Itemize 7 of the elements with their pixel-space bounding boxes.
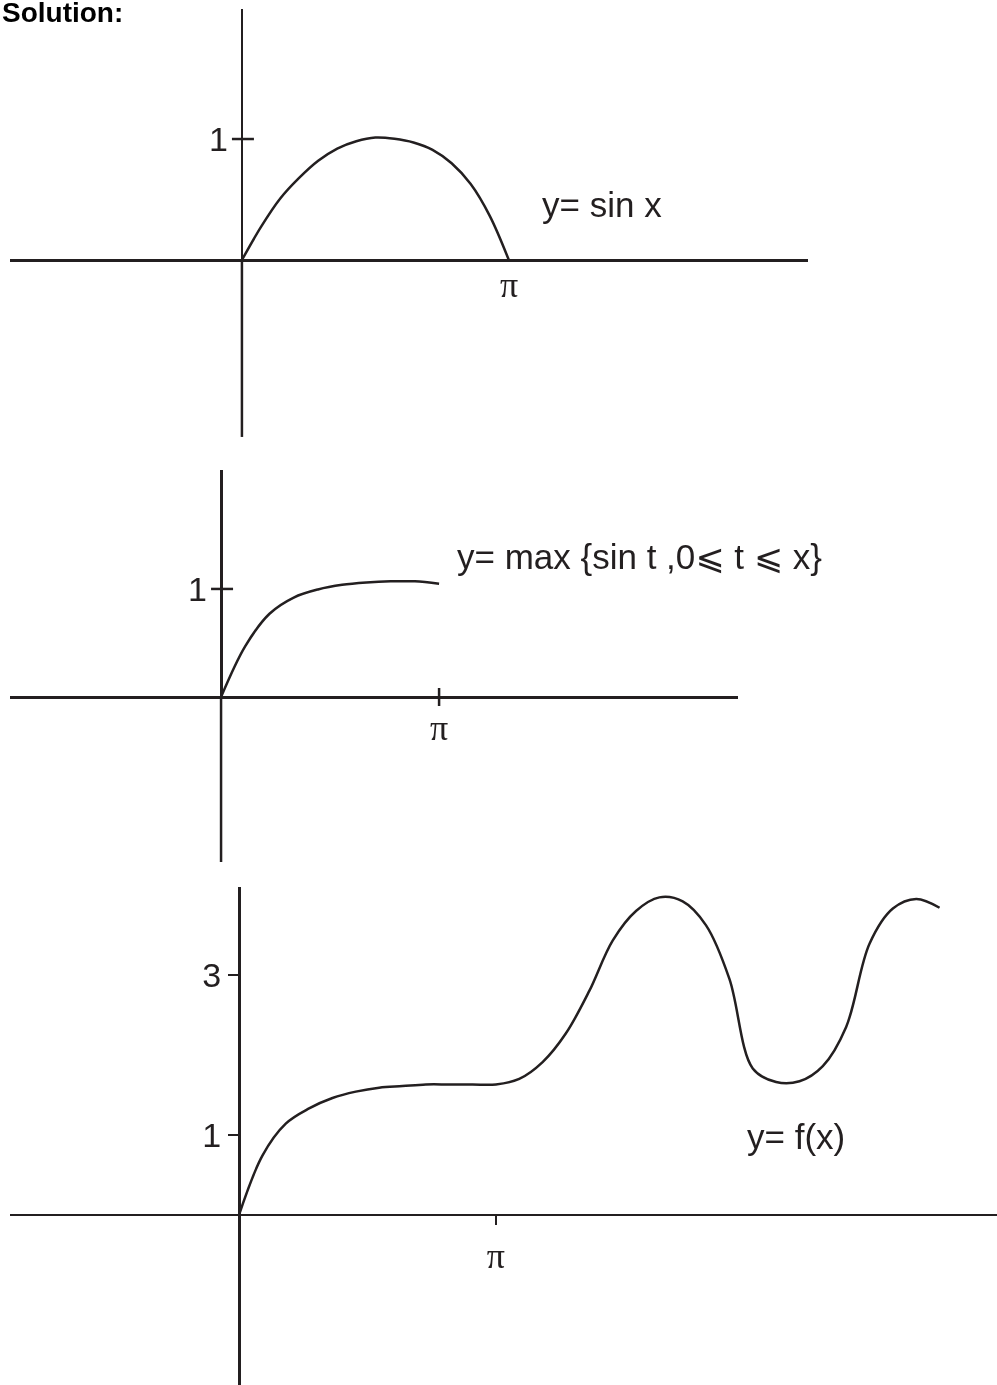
text: π: [500, 265, 519, 305]
chart-title: Solution:: [1, 0, 124, 28]
y-tick-label: 3: [202, 955, 222, 994]
series-label: y= f(x): [747, 1117, 846, 1156]
series-label: y= sin x: [542, 185, 663, 224]
text: π: [430, 708, 449, 748]
series-label: y= max {sin t ,0⩽ t ⩽ x}: [457, 537, 823, 576]
